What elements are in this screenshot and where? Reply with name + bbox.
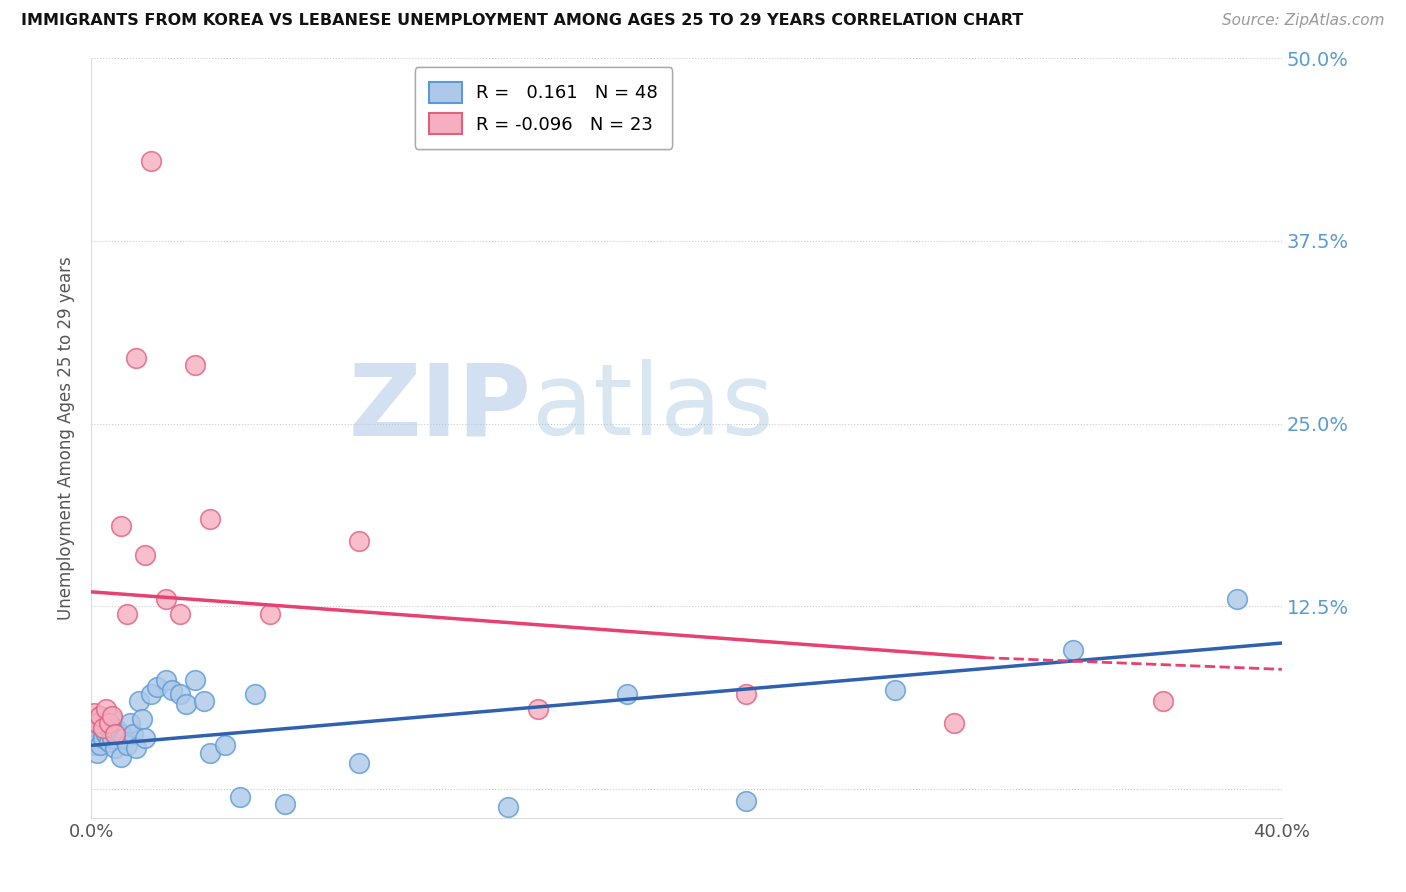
Point <box>83 723 105 738</box>
Point <box>943 716 966 731</box>
Point <box>98 721 121 735</box>
Point <box>155 592 177 607</box>
Point <box>104 741 127 756</box>
Point <box>145 680 167 694</box>
Point <box>169 687 191 701</box>
Point <box>98 735 121 749</box>
Point <box>118 716 141 731</box>
Point <box>89 709 111 723</box>
Y-axis label: Unemployment Among Ages 25 to 29 years: Unemployment Among Ages 25 to 29 years <box>58 256 75 620</box>
Point <box>107 723 129 738</box>
Point <box>134 731 156 745</box>
Point <box>184 358 207 372</box>
Point <box>259 607 281 621</box>
Point <box>200 746 222 760</box>
Text: IMMIGRANTS FROM KOREA VS LEBANESE UNEMPLOYMENT AMONG AGES 25 TO 29 YEARS CORRELA: IMMIGRANTS FROM KOREA VS LEBANESE UNEMPL… <box>21 13 1024 29</box>
Point <box>883 682 905 697</box>
Point <box>1062 643 1084 657</box>
Point <box>200 512 222 526</box>
Point <box>94 726 117 740</box>
Point <box>347 756 370 770</box>
Point <box>83 739 105 753</box>
Point <box>86 716 108 731</box>
Point <box>91 721 114 735</box>
Point <box>229 789 252 804</box>
Point <box>125 741 148 756</box>
Text: Source: ZipAtlas.com: Source: ZipAtlas.com <box>1222 13 1385 29</box>
Point <box>91 723 114 738</box>
Point <box>86 731 108 745</box>
Point <box>104 721 127 735</box>
Point <box>616 687 638 701</box>
Point <box>155 673 177 687</box>
Point <box>214 739 236 753</box>
Point <box>121 726 143 740</box>
Point <box>243 687 266 701</box>
Point <box>1226 592 1249 607</box>
Point <box>110 726 132 740</box>
Point <box>91 731 114 745</box>
Point <box>131 712 153 726</box>
Point <box>347 533 370 548</box>
Point <box>110 519 132 533</box>
Point <box>104 726 127 740</box>
Point <box>176 698 198 712</box>
Point <box>115 739 138 753</box>
Point <box>89 709 111 723</box>
Point <box>139 153 162 168</box>
Point <box>273 797 295 811</box>
Point <box>128 694 150 708</box>
Point <box>134 549 156 563</box>
Point <box>526 702 548 716</box>
Point <box>112 731 135 745</box>
Point <box>83 706 105 721</box>
Point <box>101 709 124 723</box>
Point <box>115 607 138 621</box>
Point <box>1152 694 1174 708</box>
Point <box>101 731 124 745</box>
Text: atlas: atlas <box>531 359 773 457</box>
Point <box>89 739 111 753</box>
Point <box>735 794 758 808</box>
Point <box>101 712 124 726</box>
Point <box>94 716 117 731</box>
Point <box>98 716 121 731</box>
Point <box>169 607 191 621</box>
Point <box>496 799 519 814</box>
Point <box>125 351 148 365</box>
Point <box>110 750 132 764</box>
Legend: R =   0.161   N = 48, R = -0.096   N = 23: R = 0.161 N = 48, R = -0.096 N = 23 <box>415 67 672 149</box>
Point <box>86 716 108 731</box>
Point <box>94 702 117 716</box>
Point <box>160 682 183 697</box>
Point <box>184 673 207 687</box>
Text: ZIP: ZIP <box>349 359 531 457</box>
Point <box>735 687 758 701</box>
Point <box>193 694 215 708</box>
Point <box>86 746 108 760</box>
Point <box>139 687 162 701</box>
